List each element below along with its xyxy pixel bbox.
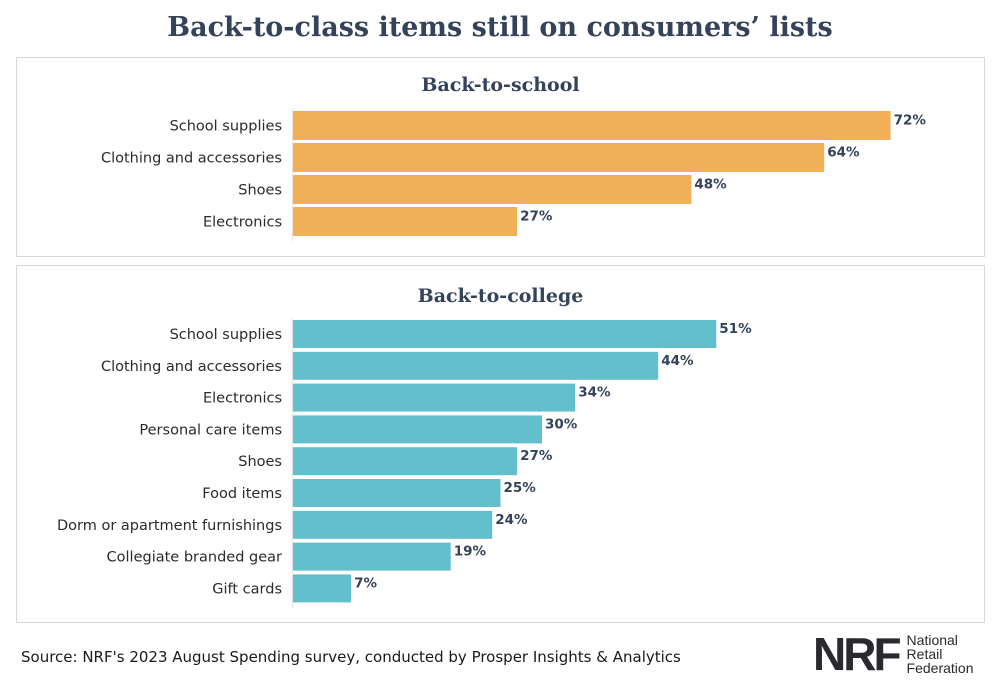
bar (293, 479, 501, 507)
panel-title: Back-to-college (417, 285, 584, 307)
data-label: 25% (504, 480, 537, 496)
data-label: 48% (694, 177, 727, 193)
category-label: School supplies (170, 119, 282, 135)
panel-back-to-school: Back-to-school (16, 57, 985, 257)
bar (293, 351, 659, 380)
nrf-logo: NRF National Retail Federation (813, 628, 974, 680)
bar (293, 510, 493, 539)
category-label: Shoes (238, 183, 282, 199)
category-label: Gift cards (212, 581, 282, 597)
data-label: 27% (520, 448, 553, 464)
bar (293, 207, 518, 236)
data-label: 7% (354, 575, 377, 591)
bar (293, 320, 717, 348)
panel-title: Back-to-school (421, 74, 580, 96)
logo-line: Retail (906, 646, 943, 662)
data-label: 30% (545, 416, 578, 432)
category-label: Clothing and accessories (101, 359, 282, 375)
data-label: 72% (894, 113, 927, 129)
data-label: 34% (578, 385, 611, 401)
category-label: Food items (202, 486, 282, 502)
bar (293, 574, 352, 603)
logo-line: National (906, 632, 958, 648)
category-label: Dorm or apartment furnishings (57, 518, 282, 534)
category-label: Collegiate branded gear (107, 550, 282, 566)
bar (293, 415, 542, 444)
data-label: 24% (495, 512, 528, 528)
data-label: 19% (454, 544, 487, 560)
logo-mark: NRF (813, 628, 902, 680)
category-label: School supplies (170, 327, 282, 343)
category-label: Personal care items (139, 422, 282, 438)
data-label: 51% (719, 321, 752, 337)
bar (293, 175, 692, 204)
category-label: Shoes (238, 454, 282, 470)
chart-title: Back-to-class items still on consumers’ … (167, 12, 833, 43)
data-label: 44% (661, 353, 694, 369)
bar (293, 143, 825, 172)
data-label: 27% (520, 209, 553, 225)
category-label: Clothing and accessories (101, 151, 282, 167)
bar (293, 111, 891, 140)
logo-line: Federation (906, 660, 974, 676)
data-label: 64% (827, 145, 860, 161)
category-label: Electronics (203, 391, 282, 407)
bar (293, 383, 576, 412)
source-note: Source: NRF's 2023 August Spending surve… (21, 648, 681, 666)
category-label: Electronics (203, 215, 282, 231)
panel-back-to-college: Back-to-college (16, 265, 985, 623)
bar (293, 447, 518, 476)
bar (293, 542, 451, 571)
